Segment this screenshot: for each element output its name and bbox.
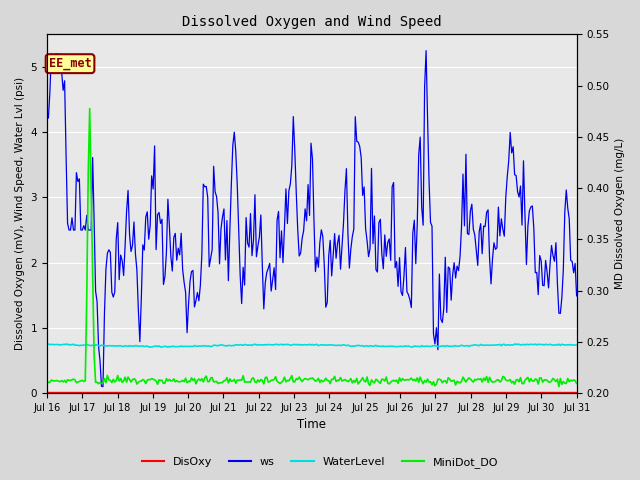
X-axis label: Time: Time — [297, 419, 326, 432]
Y-axis label: Dissolved Oxygen (mV), Wind Speed, Water Lvl (psi): Dissolved Oxygen (mV), Wind Speed, Water… — [15, 77, 25, 350]
Y-axis label: MD Dissolved Oxygen (mg/L): MD Dissolved Oxygen (mg/L) — [615, 138, 625, 289]
Text: EE_met: EE_met — [49, 57, 92, 70]
Title: Dissolved Oxygen and Wind Speed: Dissolved Oxygen and Wind Speed — [182, 15, 442, 29]
Legend: DisOxy, ws, WaterLevel, MiniDot_DO: DisOxy, ws, WaterLevel, MiniDot_DO — [137, 452, 503, 472]
